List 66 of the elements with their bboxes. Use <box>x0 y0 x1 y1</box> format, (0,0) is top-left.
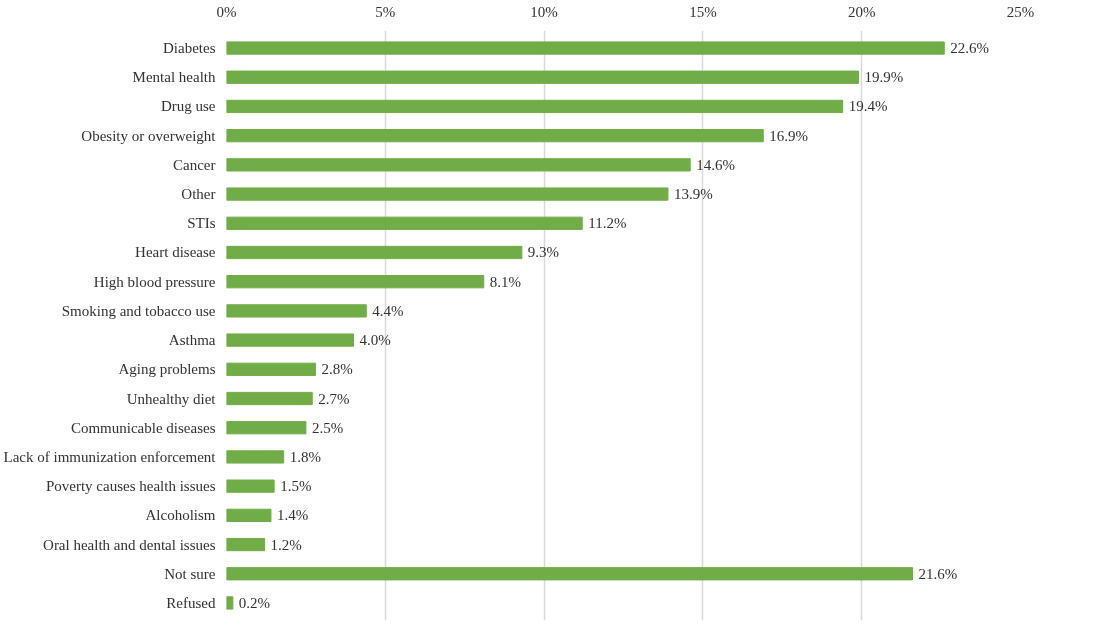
y-tick-label: Heart disease <box>135 244 216 261</box>
y-tick-label: Not sure <box>164 565 216 582</box>
x-tick-label: 10% <box>530 3 558 20</box>
data-label: 0.2% <box>238 594 271 611</box>
bar <box>226 508 272 522</box>
bar <box>226 304 367 318</box>
bar <box>226 391 313 406</box>
data-label: 4.0% <box>359 332 391 349</box>
bar <box>226 567 914 581</box>
x-tick-label: 25% <box>1006 3 1035 20</box>
y-tick-label: Asthma <box>168 332 216 349</box>
y-tick-label: Refused <box>166 594 216 611</box>
y-tick-label: Communicable diseases <box>70 419 216 436</box>
data-label: 21.6% <box>918 565 958 582</box>
bar <box>226 450 285 464</box>
y-tick-label: Lack of immunization enforcement <box>3 448 217 465</box>
y-tick-label: Alcoholism <box>145 507 216 524</box>
data-label: 2.7% <box>318 390 350 407</box>
y-tick-label: Diabetes <box>163 40 216 57</box>
y-tick-label: High blood pressure <box>93 273 216 290</box>
x-tick-label: 15% <box>689 3 717 20</box>
data-label: 11.2% <box>588 215 627 232</box>
y-tick-label: Poverty causes health issues <box>45 478 216 495</box>
data-label: 1.5% <box>280 478 312 495</box>
bar <box>226 421 307 435</box>
y-tick-label: Obesity or overweight <box>81 127 217 144</box>
bar <box>226 362 316 376</box>
bar <box>226 41 945 55</box>
data-label: 16.9% <box>769 127 808 144</box>
y-tick-label: Mental health <box>132 69 216 86</box>
bar <box>226 596 234 610</box>
x-tick-label: 20% <box>847 3 876 20</box>
y-tick-label: STIs <box>187 215 216 232</box>
bar <box>226 275 485 289</box>
y-tick-label: Drug use <box>160 98 216 115</box>
bar <box>226 245 523 260</box>
data-label: 22.6% <box>950 40 990 57</box>
bar <box>226 216 583 230</box>
bar <box>226 99 844 114</box>
data-label: 1.2% <box>270 536 302 553</box>
data-label: 1.4% <box>276 507 309 524</box>
data-label: 2.8% <box>321 361 353 378</box>
data-label: 14.6% <box>696 156 735 173</box>
y-tick-label: Unhealthy diet <box>126 390 217 407</box>
y-tick-label: Aging problems <box>118 361 216 378</box>
data-label: 4.4% <box>372 302 404 319</box>
y-tick-label: Oral health and dental issues <box>43 536 216 553</box>
bar <box>226 479 275 493</box>
bar <box>226 70 860 84</box>
x-tick-label: 5% <box>375 3 396 20</box>
y-tick-label: Cancer <box>173 156 216 173</box>
data-label: 13.9% <box>673 186 713 203</box>
data-label: 19.9% <box>864 69 904 86</box>
bar <box>226 187 669 201</box>
data-label: 19.4% <box>848 98 888 115</box>
x-tick-label: 0% <box>216 3 237 20</box>
bar <box>226 333 355 347</box>
data-label: 9.3% <box>527 244 560 261</box>
bar <box>226 129 764 143</box>
data-label: 1.8% <box>289 448 321 465</box>
bar <box>226 158 691 172</box>
y-tick-label: Other <box>181 186 216 203</box>
data-label: 2.5% <box>311 419 344 436</box>
bar <box>226 537 266 552</box>
y-tick-label: Smoking and tobacco use <box>61 302 216 319</box>
data-label: 8.1% <box>489 273 522 290</box>
